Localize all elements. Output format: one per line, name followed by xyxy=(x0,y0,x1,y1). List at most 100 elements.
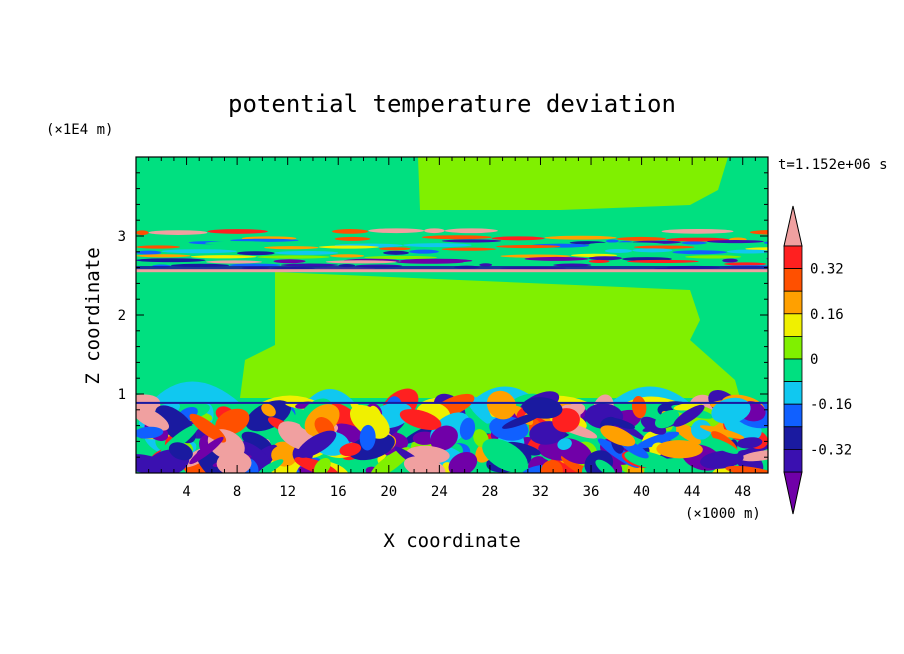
turbulence-blob xyxy=(257,459,284,473)
stripe-segment xyxy=(256,255,330,259)
stripe-segment xyxy=(724,262,767,266)
middle-warm-region xyxy=(240,272,740,398)
colorbar: 0.32 0.16 0 -0.16 -0.32 xyxy=(783,205,852,515)
turbulence-blob xyxy=(627,463,645,473)
x-tick-label: 16 xyxy=(330,484,347,500)
stripe-segment xyxy=(379,247,411,251)
turbulence-blob xyxy=(215,408,250,436)
turbulence-blob xyxy=(711,397,751,424)
x-tick-label: 8 xyxy=(233,484,241,500)
stripe-segment xyxy=(681,241,707,245)
stripe-segment xyxy=(280,263,339,267)
stripe-segment xyxy=(331,229,369,234)
turbulence-blob xyxy=(631,395,647,419)
turbulence-blob xyxy=(557,438,572,450)
stripe-segment xyxy=(444,228,498,234)
turbulence-blob xyxy=(297,430,337,458)
stripe-segment xyxy=(408,249,439,254)
turbulence-blob xyxy=(740,449,768,462)
turbulence-blob xyxy=(736,437,763,449)
stripe-segment xyxy=(570,253,618,257)
stripe-segment xyxy=(491,236,545,241)
turbulence-blob xyxy=(699,425,745,439)
turbulence-blob xyxy=(459,417,476,440)
stripe-segment xyxy=(264,246,319,250)
stripe-segment xyxy=(544,235,617,240)
stripe-segment xyxy=(190,255,257,259)
stripe-segment xyxy=(589,242,665,247)
stripe-segment xyxy=(334,236,371,241)
y-tick-label: 2 xyxy=(118,308,126,324)
stripe-segment xyxy=(230,238,299,242)
stripe-segment xyxy=(495,244,561,249)
turbulence-blob xyxy=(486,390,517,420)
stripe-segment xyxy=(329,254,365,258)
colorbar-label: 0.32 xyxy=(810,262,844,278)
colorbar-min-arrow xyxy=(783,471,803,515)
stripe-segment xyxy=(672,250,727,255)
stripe-segment xyxy=(424,228,445,234)
turbulence-blob xyxy=(189,436,224,465)
stripe-segment xyxy=(553,263,592,267)
stripe-segment xyxy=(706,239,764,244)
stripe-segment xyxy=(726,249,768,254)
upper-band-stripes xyxy=(136,228,768,273)
colorbar-swatch xyxy=(783,448,803,473)
turbulence-blob xyxy=(350,401,372,422)
stripe-segment xyxy=(588,256,623,261)
stripe-segment xyxy=(402,243,472,248)
colorbar-swatch xyxy=(783,381,803,405)
x-tick-label: 20 xyxy=(380,484,397,500)
turbulence-blob xyxy=(725,465,768,473)
stripe-segment xyxy=(325,260,397,264)
colorbar-swatch xyxy=(783,268,803,292)
turbulence-blob xyxy=(168,442,193,461)
stripe-segment xyxy=(273,259,306,264)
stripe-segment xyxy=(745,247,768,251)
stripe-segment xyxy=(136,254,191,258)
stripe-segment xyxy=(136,258,206,263)
colorbar-swatch xyxy=(783,403,803,428)
stripe-segment xyxy=(479,263,493,267)
stripe-segment xyxy=(441,247,496,251)
colorbar-label: 0.16 xyxy=(810,307,844,323)
turbulence-blob xyxy=(359,424,376,451)
turbulence-blob xyxy=(482,438,528,473)
cold-dome-4 xyxy=(610,386,690,403)
turbulence-blob xyxy=(600,425,636,447)
stripe-segment xyxy=(136,230,149,236)
colorbar-max-arrow xyxy=(783,205,803,247)
x-tick-label: 28 xyxy=(481,484,498,500)
turbulence-blob xyxy=(502,412,543,429)
x-axis-label: X coordinate xyxy=(383,530,520,552)
colorbar-label: 0 xyxy=(810,352,818,368)
stripe-segment xyxy=(148,230,208,235)
x-tick-label: 48 xyxy=(734,484,751,500)
turbulence-blob xyxy=(339,442,362,457)
stripe-segment xyxy=(207,229,268,234)
x-tick-label: 32 xyxy=(532,484,549,500)
stripe-segment xyxy=(685,255,742,259)
turbulence-blob xyxy=(313,457,331,473)
time-label: t=1.152e+06 s xyxy=(778,157,888,173)
colorbar-swatch xyxy=(783,313,803,337)
stripe-segment xyxy=(364,255,438,260)
y-tick-label: 1 xyxy=(118,387,126,403)
turbulence-blob xyxy=(654,409,680,429)
inversion-line xyxy=(136,266,768,270)
stripe-segment xyxy=(136,250,162,255)
turbulence-blob xyxy=(189,413,227,443)
turbulence-blob xyxy=(690,419,712,440)
turbulence-blob xyxy=(216,451,252,473)
stripe-segment xyxy=(763,241,768,244)
stripe-segment xyxy=(396,260,464,264)
y-axis-ticks: 1 2 3 xyxy=(118,172,768,458)
turbulence-blobs xyxy=(136,388,768,473)
turbulence-blob xyxy=(196,449,237,473)
stripe-segment xyxy=(626,259,699,263)
stripe-segment xyxy=(383,250,409,255)
stripe-segment xyxy=(588,259,610,264)
turbulence-blob xyxy=(595,459,616,473)
turbulence-blob xyxy=(673,404,705,427)
